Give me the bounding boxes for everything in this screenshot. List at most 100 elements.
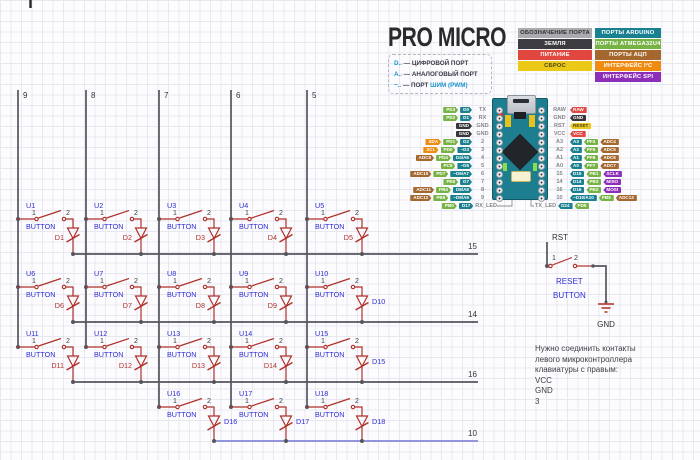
svg-text:D15: D15 <box>372 357 385 366</box>
svg-text:8: 8 <box>91 91 96 100</box>
svg-text:BUTTON: BUTTON <box>315 222 344 231</box>
svg-text:2: 2 <box>279 398 283 405</box>
pin-chip-PD2: PD2 <box>443 115 458 121</box>
svg-text:10: 10 <box>468 429 477 438</box>
pin-row-left: PD3 D0 TX <box>443 107 491 113</box>
svg-text:RESET: RESET <box>556 277 583 286</box>
pin-chip-RESET: RESET <box>570 123 592 129</box>
pin-chip-ADC4: ADC4 <box>600 139 619 145</box>
svg-text:U5: U5 <box>315 201 324 210</box>
svg-text:2: 2 <box>207 398 211 405</box>
pin-chip-PB3: PB3 <box>586 179 602 185</box>
pin-chip-D1: D1 <box>460 115 472 121</box>
pin-number: RAW <box>553 107 566 113</box>
svg-text:2: 2 <box>279 338 283 345</box>
svg-text:U17: U17 <box>239 389 252 398</box>
pin-row-left: GND GND <box>456 131 491 137</box>
svg-text:BUTTON: BUTTON <box>167 350 196 359</box>
svg-text:2: 2 <box>574 255 578 262</box>
svg-text:1: 1 <box>245 210 249 217</box>
note-line: левого микроконтроллера <box>535 354 633 364</box>
svg-text:1: 1 <box>100 338 104 345</box>
note-text: Нужно соединить контакты левого микроконт… <box>535 344 636 408</box>
svg-text:U8: U8 <box>167 269 176 278</box>
legend-line-analog: A.. — АНАЛОГОВЫЙ ПОРТ <box>394 71 478 78</box>
svg-text:1: 1 <box>173 338 177 345</box>
svg-text:BUTTON: BUTTON <box>167 290 196 299</box>
svg-text:D1: D1 <box>55 233 64 242</box>
pin-number: 10 <box>556 195 563 201</box>
led-label: TX_LED <box>535 203 557 209</box>
svg-text:U14: U14 <box>239 329 252 338</box>
pin-chip-PD4: PD4 <box>436 155 451 161</box>
pin-chip-ADC12: ADC12 <box>410 195 431 201</box>
pin-chip-PF7: PF7 <box>583 163 599 169</box>
svg-text:BUTTON: BUTTON <box>239 222 268 231</box>
legend-line-digital: D.. — ЦИФРОВОЙ ПОРТ <box>394 60 469 67</box>
page-title: PRO MICRO <box>388 22 507 52</box>
pin-chip-SCL: SCL <box>423 147 438 153</box>
svg-text:1: 1 <box>321 338 325 345</box>
led-label: RX_LED <box>475 203 497 209</box>
pin-hole <box>496 147 503 154</box>
svg-text:BUTTON: BUTTON <box>239 410 268 419</box>
svg-text:2: 2 <box>355 210 359 217</box>
svg-text:1: 1 <box>245 338 249 345</box>
pin-bottom-right: TX_LED D24 PD5 <box>535 203 590 209</box>
pin-chip-PB5: PB5 <box>433 195 448 201</box>
svg-text:1: 1 <box>32 210 36 217</box>
svg-text:2: 2 <box>66 210 70 217</box>
pin-number: A3 <box>555 139 564 145</box>
pin-row-right: 10 ~D10/A10 PB6 ADC13 <box>551 195 637 201</box>
pin-chip-PB1: PB1 <box>586 171 602 177</box>
pin-row-left: ADC8 PD4 D4/A6 4 <box>416 155 491 161</box>
pin-row-right: A3 A3 PF4 ADC4 <box>551 139 619 145</box>
svg-text:BUTTON: BUTTON <box>315 290 344 299</box>
pin-row-right: A1 A1 PF6 ADC6 <box>551 155 619 161</box>
svg-text:BUTTON: BUTTON <box>315 410 344 419</box>
svg-text:1: 1 <box>552 255 556 262</box>
pin-number: A1 <box>555 155 564 161</box>
pin-chip-PF4: PF4 <box>583 139 599 145</box>
pin-chip-~D9/A9: ~D9/A9 <box>450 195 472 201</box>
svg-text:D7: D7 <box>123 301 132 310</box>
pin-number: 15 <box>556 171 563 177</box>
pin-chip-VCC: VCC <box>570 131 586 137</box>
svg-text:D13: D13 <box>192 361 205 370</box>
svg-text:RST: RST <box>552 233 568 242</box>
svg-text:1: 1 <box>245 398 249 405</box>
pin-row-right: A2 A2 PF5 ADC5 <box>551 147 619 153</box>
svg-text:7: 7 <box>164 91 169 100</box>
svg-text:2: 2 <box>66 338 70 345</box>
svg-text:16: 16 <box>468 370 477 379</box>
smd-component <box>514 112 526 119</box>
pin-hole <box>538 139 545 146</box>
svg-text:BUTTON: BUTTON <box>167 222 196 231</box>
svg-text:1: 1 <box>173 398 177 405</box>
pin-hole <box>538 179 545 186</box>
pin-chip-ADC13: ADC13 <box>615 195 637 201</box>
tx-led <box>533 163 537 171</box>
note-line: GND <box>535 386 553 396</box>
pin-hole <box>538 187 545 194</box>
pin-chip-MOSI: MOSI <box>603 187 622 193</box>
svg-text:U18: U18 <box>315 389 328 398</box>
svg-text:BUTTON: BUTTON <box>167 410 196 419</box>
legend-chip: ПОРТЫ ATMEGA32U4 <box>595 39 661 49</box>
pin-chip-GND: GND <box>456 123 472 129</box>
svg-text:D12: D12 <box>119 361 132 370</box>
pin-chip-A0: A0 <box>570 163 582 169</box>
svg-text:BUTTON: BUTTON <box>553 291 586 300</box>
pin-row-right: 15 D15 PB1 SCLK <box>551 171 622 177</box>
pin-chip-PB2: PB2 <box>586 187 602 193</box>
svg-text:D18: D18 <box>372 417 385 426</box>
svg-text:D2: D2 <box>123 233 132 242</box>
pin-chip-~D3: ~D3 <box>457 147 472 153</box>
svg-text:BUTTON: BUTTON <box>239 350 268 359</box>
